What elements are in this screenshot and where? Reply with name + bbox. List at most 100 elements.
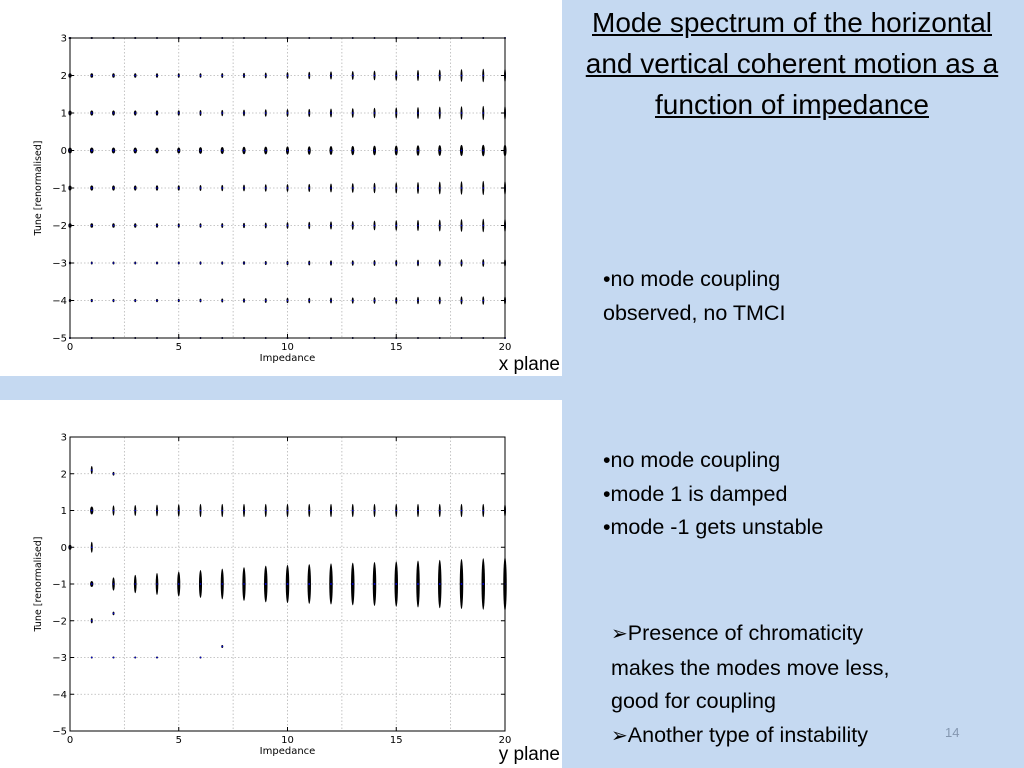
mode-marker-core	[286, 112, 289, 114]
y-tick-label: −4	[52, 690, 67, 701]
mode-marker-core	[90, 619, 93, 622]
y-tick-label: −2	[52, 616, 67, 627]
mode-marker-core	[243, 187, 245, 189]
mode-marker-core	[177, 74, 180, 77]
mode-marker-core	[90, 112, 93, 114]
y-plane-observations: •no mode coupling •mode 1 is damped •mod…	[603, 444, 823, 545]
x-tick-label: 10	[281, 735, 294, 746]
mode-marker-core	[112, 509, 115, 512]
mode-marker-core	[177, 299, 180, 302]
mode-marker-core	[90, 656, 93, 659]
bullet-line: •no mode coupling	[603, 267, 781, 291]
mode-marker-core	[134, 74, 137, 77]
y-tick-label: −4	[52, 296, 67, 307]
x-plane-chart: 0 5 10 15 20 −5 −4 −3 −2 −1 0 1 2 3 Impedance Tune [ren…	[33, 34, 511, 365]
mode-marker-core	[199, 187, 202, 189]
y-tick-label: 1	[61, 109, 67, 120]
slide-title: Mode spectrum of the horizontal and vert…	[585, 7, 999, 120]
note-line: good for coupling	[611, 689, 776, 713]
mode-marker-core	[90, 509, 93, 512]
mode-marker-core	[351, 187, 354, 189]
mode-marker-core	[199, 224, 202, 227]
mode-marker-core	[264, 299, 267, 302]
mode-marker-core	[134, 112, 137, 114]
mode-marker-core	[286, 262, 289, 264]
mode-marker-core	[134, 583, 137, 585]
y-tick-label: −5	[52, 727, 67, 738]
x-plane-observations: •no mode coupling observed, no TMCI	[603, 263, 785, 330]
mode-marker-core	[112, 224, 115, 227]
mode-marker-core	[221, 112, 224, 114]
mode-marker-core	[199, 509, 202, 512]
mode-marker-core	[134, 299, 137, 302]
mode-marker-core	[134, 509, 137, 512]
mode-marker-core	[199, 262, 202, 264]
mode-marker-core	[243, 112, 245, 114]
mode-marker-core	[177, 112, 180, 114]
mode-marker-core	[156, 112, 158, 114]
mode-marker-core	[438, 187, 441, 189]
mode-marker-core	[112, 583, 115, 585]
mode-marker-core	[373, 583, 376, 585]
mode-marker-core	[395, 299, 398, 302]
mode-marker-core	[221, 299, 224, 302]
mode-marker-core	[90, 262, 93, 264]
mode-marker-core	[330, 583, 332, 585]
mode-marker-core	[112, 187, 115, 189]
mode-marker-core	[286, 224, 289, 227]
mode-marker-core	[221, 74, 224, 77]
mode-marker-core	[243, 509, 245, 512]
mode-marker-core	[417, 74, 419, 77]
y-plane-chart: 0 5 10 15 20 −5 −4 −3 −2 −1 0 1 2 3 Impedance Tune [ren…	[33, 433, 511, 758]
x-tick-label: 5	[176, 342, 182, 353]
mode-marker-core	[112, 262, 115, 264]
y-tick-label: 2	[61, 469, 67, 480]
mode-marker-core	[460, 224, 463, 227]
mode-marker-core	[330, 149, 332, 152]
mode-marker-core	[264, 74, 267, 77]
mode-marker-core	[308, 112, 311, 114]
mode-marker-core	[330, 112, 332, 114]
mode-marker-core	[264, 224, 267, 227]
mode-marker-core	[308, 187, 311, 189]
x-tick-label: 15	[390, 342, 403, 353]
mode-marker-core	[134, 149, 137, 152]
y-tick-label: 3	[61, 433, 67, 444]
mode-marker-core	[482, 224, 485, 227]
mode-marker-core	[460, 112, 463, 114]
mode-marker-core	[221, 509, 224, 512]
mode-marker-core	[482, 583, 485, 585]
mode-marker-core	[177, 149, 180, 152]
mode-marker-core	[482, 149, 485, 152]
mode-marker-core	[221, 645, 224, 648]
mode-marker-core	[264, 149, 267, 152]
y-tick-label: −3	[52, 259, 67, 270]
mode-marker-core	[417, 583, 419, 585]
mode-marker-core	[330, 224, 332, 227]
mode-marker-core	[395, 149, 398, 152]
mode-marker-core	[460, 74, 463, 77]
mode-marker-core	[460, 187, 463, 189]
y-axis-label: Tune [renormalised]	[33, 141, 44, 237]
mode-marker-core	[286, 149, 289, 152]
mode-marker-core	[438, 583, 441, 585]
mode-marker-core	[156, 583, 158, 585]
mode-marker-core	[308, 74, 311, 77]
mode-marker-core	[286, 583, 289, 585]
mode-marker-core	[330, 187, 332, 189]
note-line: makes the modes move less,	[611, 655, 890, 680]
mode-marker-core	[221, 224, 224, 227]
mode-marker-core	[351, 299, 354, 302]
mode-marker-core	[351, 509, 354, 512]
mode-marker-core	[417, 509, 419, 512]
mode-marker-core	[264, 509, 267, 512]
mode-marker-core	[373, 187, 376, 189]
mode-marker-core	[264, 583, 267, 585]
mode-marker-core	[90, 299, 93, 302]
mode-marker-core	[243, 299, 245, 302]
mode-marker-core	[199, 583, 202, 585]
mode-marker-core	[482, 112, 485, 114]
mode-marker-core	[308, 224, 311, 227]
mode-marker-core	[438, 74, 441, 77]
note-line: ➢Another type of instability	[611, 722, 868, 747]
